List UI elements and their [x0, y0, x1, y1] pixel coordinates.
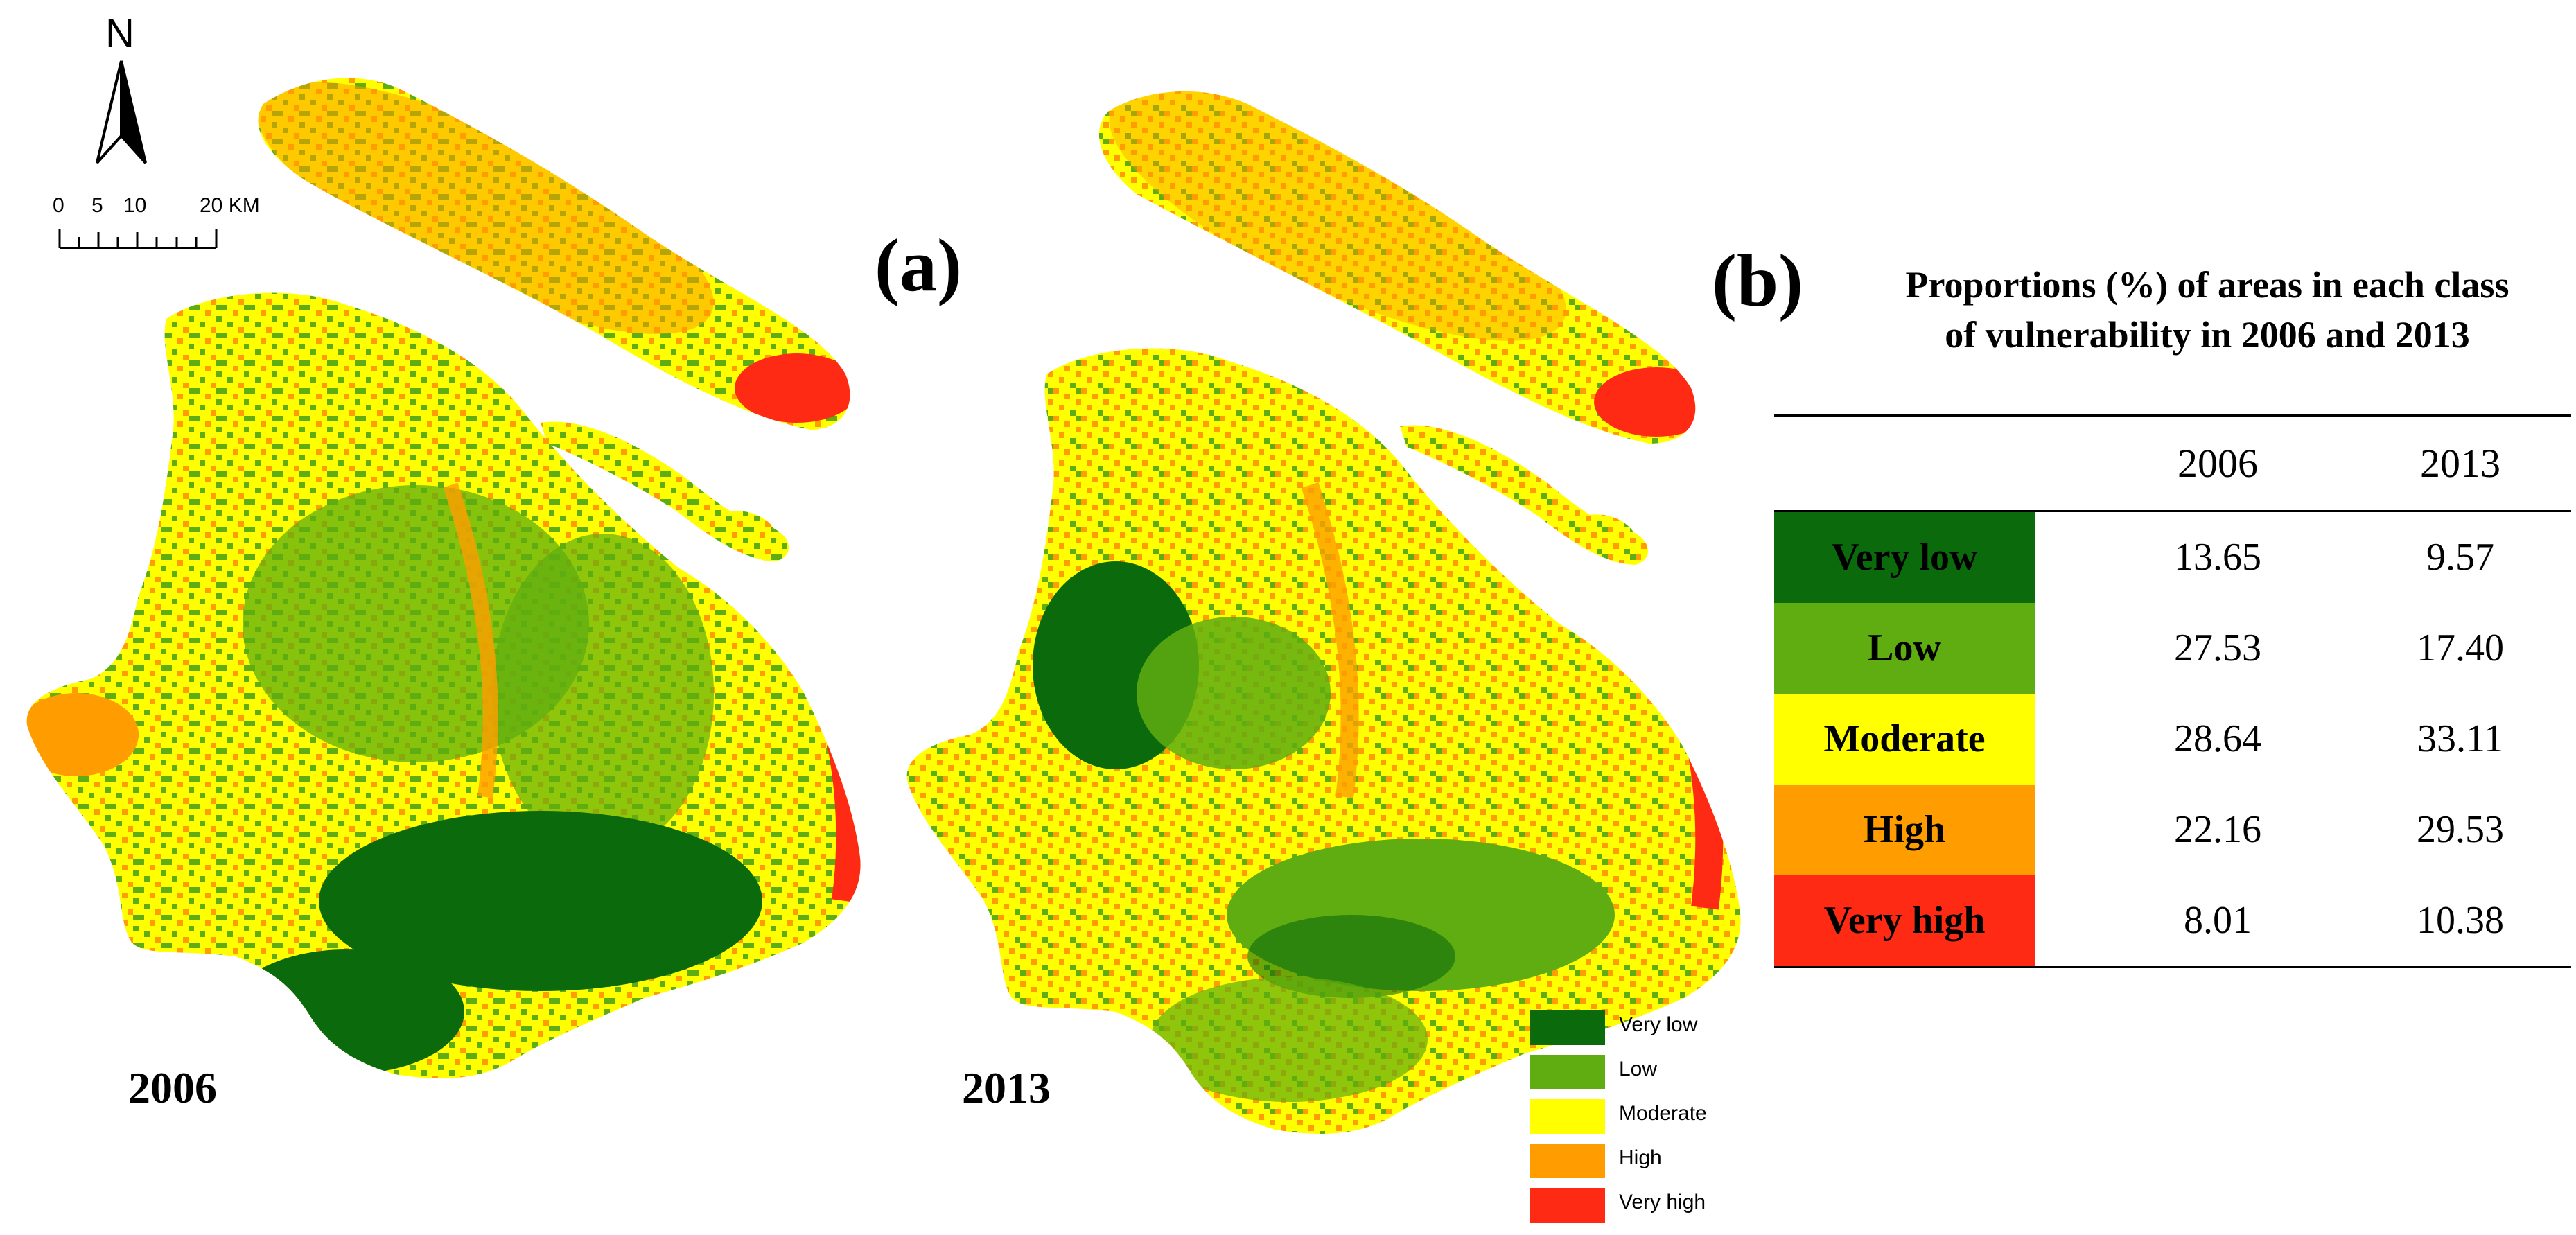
proportions-table: 2006 2013 Very low 13.65 9.57 Low 27.53 …	[1774, 414, 2571, 968]
table-row-moderate: Moderate 28.64 33.11	[1774, 694, 2571, 785]
legend-label: Very high	[1619, 1191, 1706, 1214]
table-value-2013: 33.11	[2417, 717, 2503, 760]
table-title-line-2: of vulnerability in 2006 and 2013	[1945, 314, 2470, 356]
table-title: Proportions (%) of areas in each class o…	[1843, 260, 2571, 360]
table-header-2006: 2006	[2178, 441, 2258, 486]
table-class-cell: Low	[1774, 603, 2035, 694]
map-year-2006: 2006	[128, 1063, 217, 1112]
scale-tick-0: 0	[53, 194, 64, 217]
table-row-very-low: Very low 13.65 9.57	[1774, 512, 2571, 603]
legend-swatch	[1530, 1188, 1605, 1223]
panel-label-b: (b)	[1712, 240, 1803, 322]
table-value-2006: 22.16	[2174, 808, 2261, 851]
scale-tick-5: 5	[91, 194, 103, 217]
table-class-cell: High	[1774, 785, 2035, 875]
table-row-very-high: Very high 8.01 10.38	[1774, 875, 2571, 966]
scale-bar	[58, 229, 218, 249]
table-class-cell: Very high	[1774, 875, 2035, 966]
vulnerability-map-2013	[906, 91, 1741, 1134]
legend-swatch	[1530, 1144, 1605, 1178]
legend-swatch	[1530, 1055, 1605, 1089]
map-year-2013: 2013	[962, 1063, 1051, 1112]
scale-tick-10: 10	[123, 194, 147, 217]
table-value-2013: 9.57	[2426, 536, 2494, 579]
table-header-2013: 2013	[2420, 441, 2500, 486]
table-value-2006: 28.64	[2174, 717, 2261, 760]
legend-swatch	[1530, 1099, 1605, 1134]
table-header-row: 2006 2013	[1774, 414, 2571, 512]
table-class-cell: Very low	[1774, 512, 2035, 603]
table-bottom-rule	[1774, 966, 2571, 968]
panel-label-a: (a)	[875, 225, 962, 307]
table-row-high: High 22.16 29.53	[1774, 785, 2571, 875]
legend-label: Very low	[1619, 1013, 1698, 1036]
table-row-low: Low 27.53 17.40	[1774, 603, 2571, 694]
legend-swatch	[1530, 1010, 1605, 1045]
table-value-2006: 13.65	[2174, 536, 2261, 579]
north-arrow-icon	[96, 60, 147, 164]
north-letter: N	[105, 11, 134, 56]
table-value-2013: 17.40	[2417, 627, 2504, 669]
scale-tick-20km: 20 KM	[200, 194, 260, 217]
legend-label: Moderate	[1619, 1102, 1707, 1125]
table-class-cell: Moderate	[1774, 694, 2035, 785]
table-value-2006: 27.53	[2174, 627, 2261, 669]
legend-label: Low	[1619, 1058, 1658, 1080]
table-value-2006: 8.01	[2184, 899, 2252, 942]
table-value-2013: 29.53	[2417, 808, 2504, 851]
table-title-line-1: Proportions (%) of areas in each class	[1905, 264, 2509, 306]
table-value-2013: 10.38	[2417, 899, 2504, 942]
legend-label: High	[1619, 1146, 1662, 1169]
